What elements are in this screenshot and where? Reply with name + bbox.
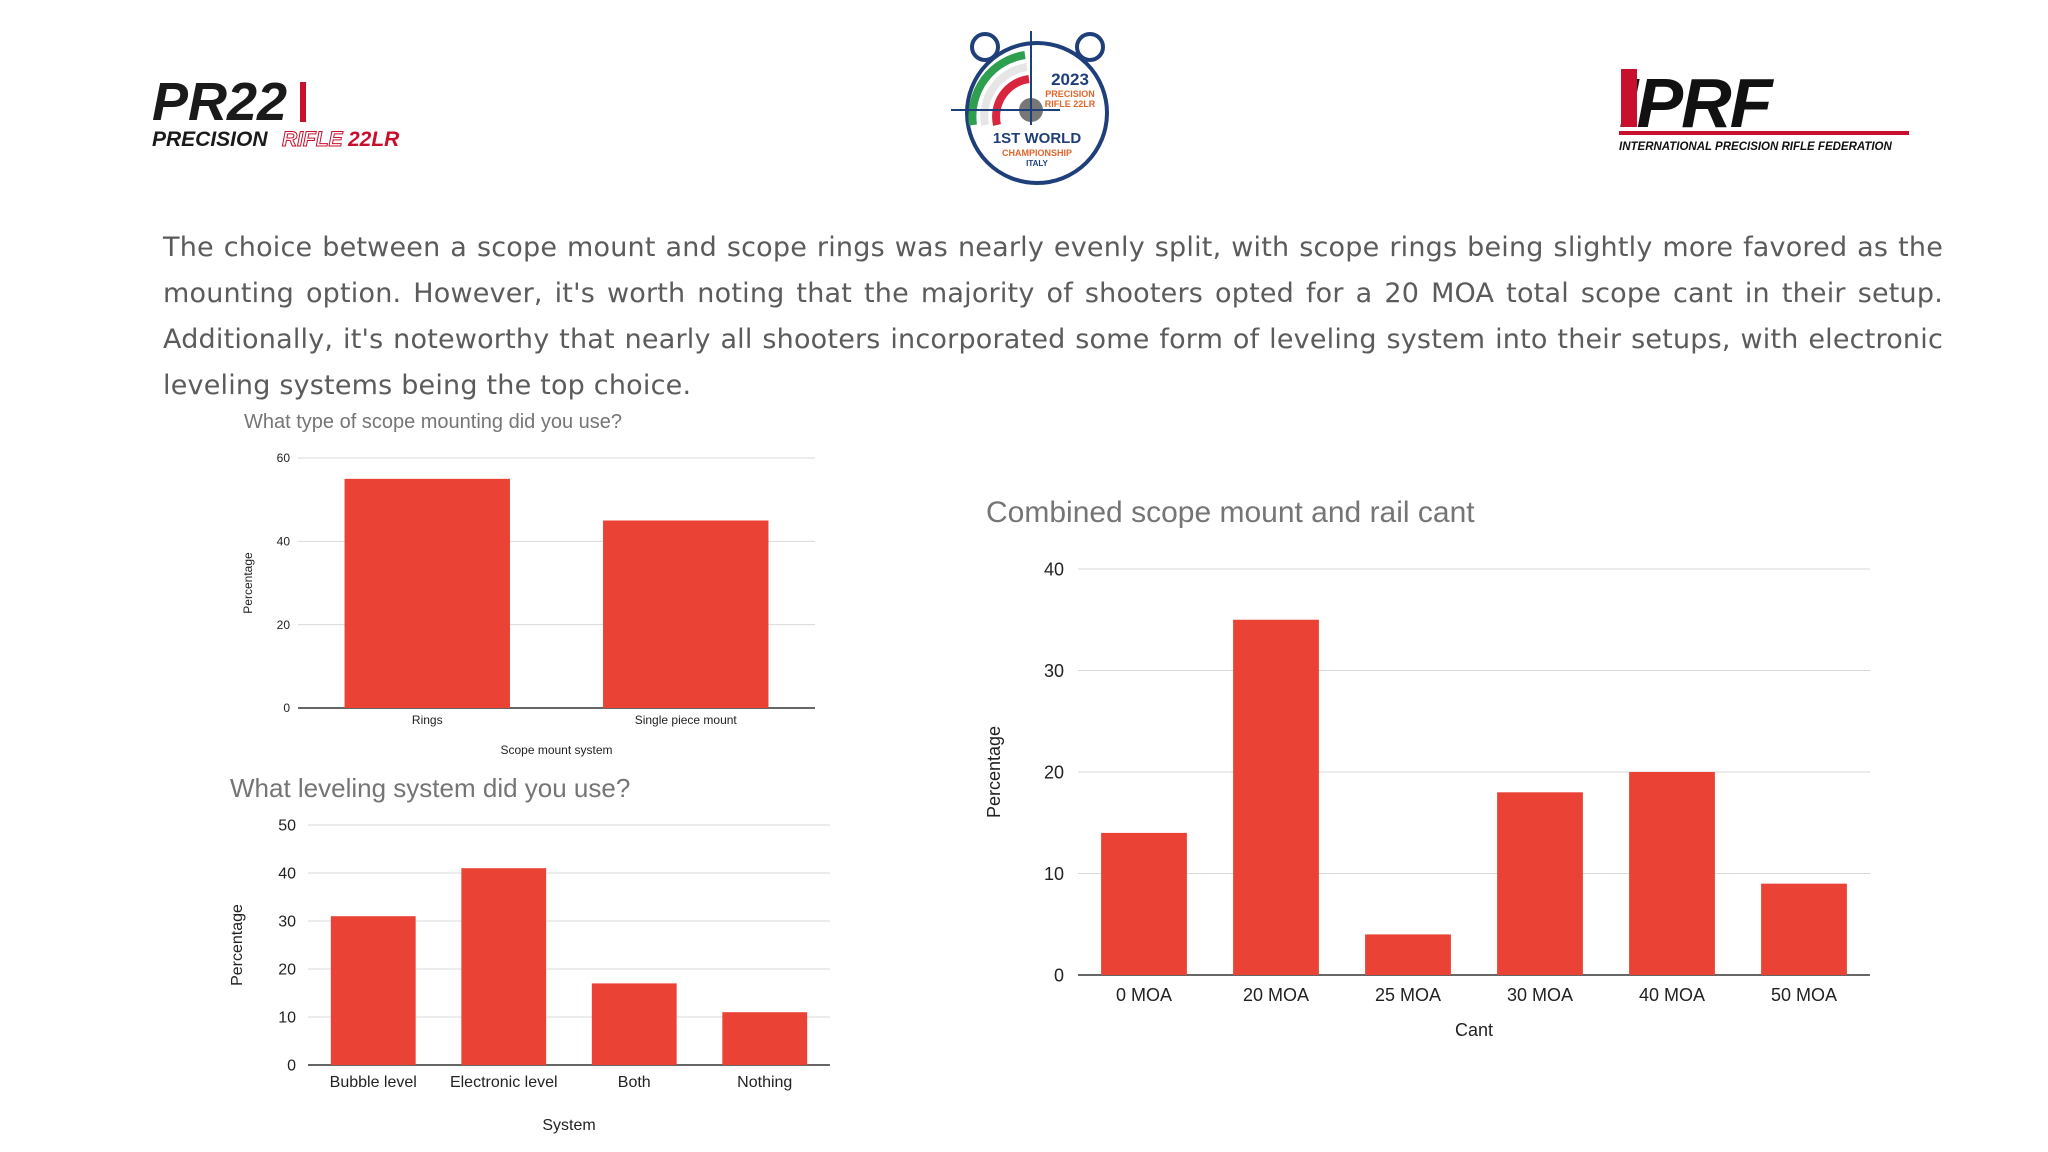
cant-chart: Combined scope mount and rail cant 0 10 20 3… bbox=[960, 490, 1900, 1050]
bar bbox=[461, 868, 547, 1065]
seal-ear-left bbox=[970, 32, 1000, 62]
y-tick-label: 20 bbox=[278, 962, 296, 979]
bar bbox=[591, 983, 677, 1065]
y-tick-label: 40 bbox=[1044, 559, 1064, 579]
pr22-logo-text: PR22 bbox=[152, 72, 287, 132]
cant-chart-svg: Combined scope mount and rail cant 0 10 20 3… bbox=[984, 496, 1870, 1040]
iprf-logo-text: IPRF bbox=[1619, 65, 1775, 142]
x-tick-label: Single piece mount bbox=[635, 713, 738, 727]
leveling-system-chart-svg: What leveling system did you use? 0 10 20 30… bbox=[229, 773, 830, 1134]
arc-green bbox=[968, 51, 1026, 126]
bar bbox=[1101, 832, 1187, 975]
arc-white bbox=[980, 63, 1028, 126]
y-tick-label: 10 bbox=[278, 1010, 296, 1027]
bar bbox=[1629, 772, 1715, 975]
chart-title: Combined scope mount and rail cant bbox=[986, 496, 1475, 529]
seal-line2: RIFLE 22LR bbox=[1045, 99, 1096, 109]
y-tick-label: 0 bbox=[287, 1058, 296, 1075]
x-axis-label: Scope mount system bbox=[500, 743, 612, 757]
world-championship-logo: 2023 PRECISION RIFLE 22LR 1ST WORLD CHAM… bbox=[945, 25, 1115, 185]
y-tick-label: 0 bbox=[1054, 965, 1064, 985]
bar bbox=[344, 478, 510, 708]
y-tick-label: 20 bbox=[277, 618, 291, 632]
y-tick-label: 30 bbox=[1044, 661, 1064, 681]
iprf-logo-subtitle: INTERNATIONAL PRECISION RIFLE FEDERATION bbox=[1619, 141, 1893, 153]
x-axis-label: Cant bbox=[1455, 1020, 1493, 1040]
x-tick-label: 50 MOA bbox=[1771, 985, 1837, 1005]
y-tick-label: 60 bbox=[277, 451, 291, 465]
x-tick-label: Bubble level bbox=[330, 1074, 417, 1091]
y-tick-label: 40 bbox=[278, 866, 296, 883]
y-axis-label: Percentage bbox=[229, 904, 246, 986]
pr22-logo-accent bbox=[300, 82, 306, 122]
seal-ear-right bbox=[1075, 32, 1105, 62]
bar bbox=[722, 1012, 808, 1065]
seal-year: 2023 bbox=[1051, 70, 1089, 89]
leveling-system-chart: What leveling system did you use? 0 10 20 30… bbox=[210, 755, 840, 1135]
x-tick-label: Nothing bbox=[737, 1074, 792, 1091]
y-tick-label: 40 bbox=[277, 535, 291, 549]
seal-sub2: ITALY bbox=[1026, 159, 1048, 168]
bar bbox=[1497, 792, 1583, 975]
summary-paragraph: The choice between a scope mount and sco… bbox=[163, 232, 1943, 401]
pr22-logo-precision: PRECISION bbox=[152, 128, 268, 151]
x-tick-label: 25 MOA bbox=[1375, 985, 1441, 1005]
scope-mounting-chart: What type of scope mounting did you use?… bbox=[220, 400, 840, 760]
iprf-logo-underline bbox=[1619, 131, 1909, 135]
bar bbox=[1365, 934, 1451, 975]
x-tick-label: 40 MOA bbox=[1639, 985, 1705, 1005]
seal-sub1: CHAMPIONSHIP bbox=[1002, 148, 1072, 158]
seal-line1: PRECISION bbox=[1045, 89, 1095, 99]
chart-title: What type of scope mounting did you use? bbox=[244, 411, 622, 433]
y-tick-label: 10 bbox=[1044, 864, 1064, 884]
iprf-logo-accent bbox=[1621, 69, 1637, 127]
pr22-logo: PR22 PRECISION RIFLE 22LR bbox=[150, 72, 430, 154]
y-tick-label: 20 bbox=[1044, 762, 1064, 782]
pr22-logo-22lr: 22LR bbox=[347, 128, 400, 151]
arc-red bbox=[992, 75, 1030, 126]
y-axis-label: Percentage bbox=[241, 552, 255, 614]
x-tick-label: Rings bbox=[412, 713, 443, 727]
x-axis-label: System bbox=[542, 1117, 595, 1134]
bar bbox=[1233, 619, 1319, 975]
y-axis-label: Percentage bbox=[984, 726, 1004, 818]
x-tick-label: 30 MOA bbox=[1507, 985, 1573, 1005]
y-tick-label: 0 bbox=[283, 701, 290, 715]
bar bbox=[603, 520, 769, 708]
bar bbox=[1761, 883, 1847, 975]
pr22-logo-rifle: RIFLE bbox=[282, 128, 344, 151]
y-tick-label: 50 bbox=[278, 818, 296, 835]
seal-title: 1ST WORLD bbox=[993, 130, 1081, 147]
scope-mounting-chart-svg: What type of scope mounting did you use?… bbox=[241, 411, 815, 757]
x-tick-label: 0 MOA bbox=[1116, 985, 1172, 1005]
chart-title: What leveling system did you use? bbox=[230, 773, 630, 803]
bar bbox=[330, 916, 416, 1065]
iprf-logo: IPRF INTERNATIONAL PRECISION RIFLE FEDER… bbox=[1615, 64, 1915, 155]
x-tick-label: Electronic level bbox=[450, 1074, 558, 1091]
x-tick-label: Both bbox=[618, 1074, 651, 1091]
y-tick-label: 30 bbox=[278, 914, 296, 931]
x-tick-label: 20 MOA bbox=[1243, 985, 1309, 1005]
